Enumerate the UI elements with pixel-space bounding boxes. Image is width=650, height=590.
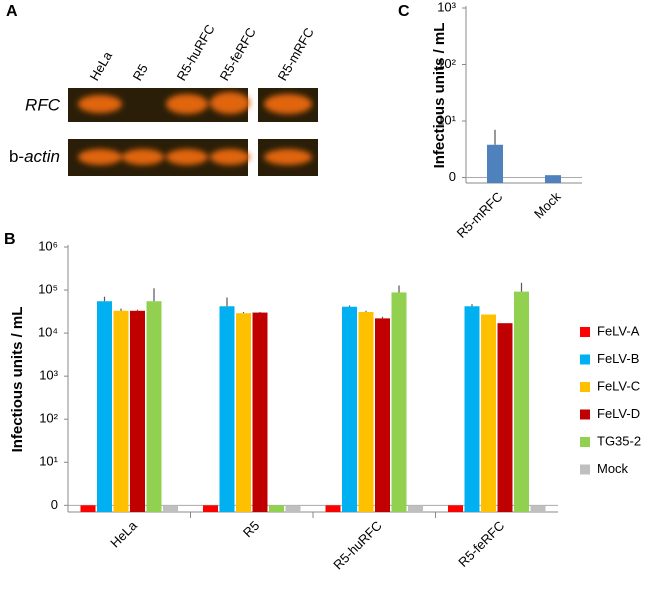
bar [481, 314, 496, 512]
legend-swatch [580, 409, 590, 420]
y-tick-label: 10² [437, 56, 456, 71]
x-tick-label: R5 [240, 518, 262, 540]
gel: RFC b-actin [9, 88, 318, 176]
legend-swatch [580, 327, 590, 337]
x-tick-label: R5-feRFC [455, 518, 507, 570]
bar [497, 323, 513, 512]
bar [342, 306, 357, 512]
legend-swatch [580, 464, 590, 475]
x-tick-label: R5-mRFC [454, 189, 506, 241]
x-tick-label: HeLa [107, 517, 140, 550]
panel-label: B [4, 231, 16, 248]
y-tick-label: 10² [39, 411, 58, 426]
bar [545, 175, 561, 183]
legend-swatch [580, 382, 590, 392]
legend-label: FeLV-B [597, 351, 639, 366]
y-axis-title: Infectious units / mL [431, 23, 448, 169]
bar [146, 301, 162, 512]
legend-swatch [580, 437, 590, 447]
legend-label: FeLV-A [597, 323, 640, 338]
y-tick-label: 10⁶ [38, 238, 58, 253]
bar [325, 505, 341, 512]
panel-label: A [6, 3, 18, 20]
bar [269, 505, 284, 512]
lane-label: R5 [130, 61, 151, 83]
lane-label: R5-huRFC [174, 22, 218, 83]
legend-label: Mock [597, 461, 629, 476]
legend-label: TG35-2 [597, 433, 641, 448]
bar [130, 310, 145, 512]
bar [219, 306, 235, 512]
bar [514, 291, 529, 512]
y-tick-label: 0 [449, 169, 456, 184]
lane-label: R5-mRFC [275, 25, 317, 83]
bar [391, 292, 407, 512]
y-tick-label: 10⁴ [38, 325, 58, 340]
y-tick-label: 10³ [39, 368, 58, 383]
gel-row-label: b-actin [9, 147, 60, 166]
bar [80, 505, 96, 512]
bar [408, 505, 423, 512]
y-tick-label: 10¹ [437, 112, 456, 127]
legend-label: FeLV-C [597, 378, 640, 393]
bar [358, 311, 374, 512]
bar [252, 312, 268, 512]
bar [530, 505, 546, 512]
y-tick-label: 10³ [437, 0, 456, 14]
panel-label: C [398, 3, 410, 20]
legend-label: FeLV-D [597, 406, 640, 421]
lane-label: R5-feRFC [217, 25, 259, 83]
x-tick-label: R5-huRFC [330, 518, 385, 573]
legend-swatch [580, 354, 590, 365]
bar [203, 505, 218, 512]
bar [448, 505, 463, 512]
y-tick-label: 10⁵ [38, 281, 58, 296]
bar [113, 310, 129, 512]
bar [487, 144, 503, 183]
bar [236, 313, 251, 512]
x-tick-label: Mock [531, 189, 564, 222]
gel-row-label: actin [24, 147, 60, 166]
y-tick-label: 10¹ [39, 454, 58, 469]
gel-row-label: RFC [25, 95, 61, 114]
y-axis-title: Infectious units / mL [9, 307, 26, 453]
gel-row-label: b- [9, 147, 24, 166]
bar [464, 306, 480, 512]
bar [97, 301, 112, 512]
y-tick-label: 0 [51, 497, 58, 512]
bar [375, 318, 390, 512]
lane-label: HeLa [87, 48, 116, 83]
bar [285, 505, 301, 512]
bar [163, 505, 178, 512]
